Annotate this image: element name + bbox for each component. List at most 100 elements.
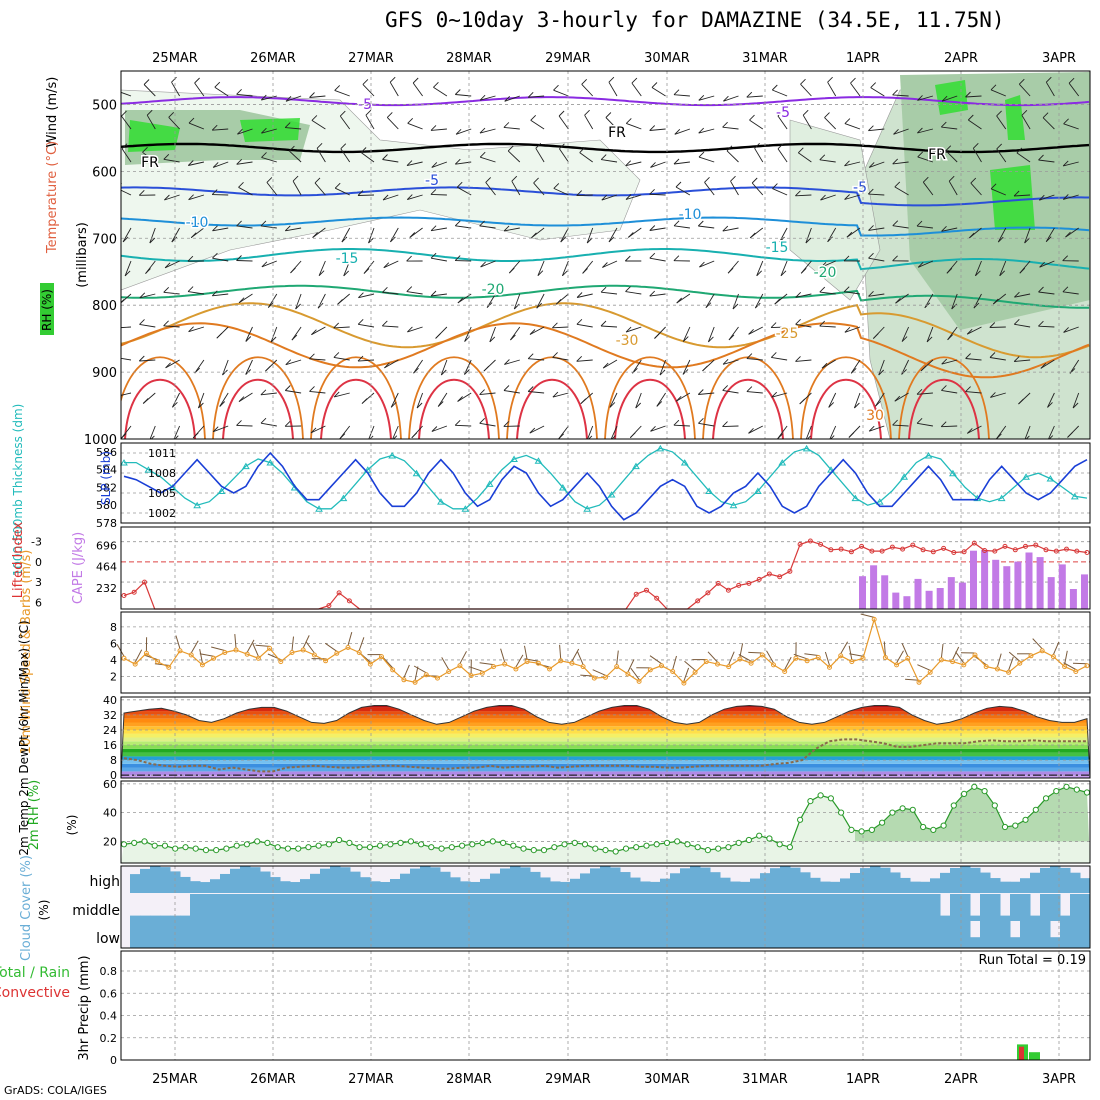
li-point bbox=[705, 590, 711, 596]
wind-barb bbox=[1038, 159, 1055, 163]
thickness-tick: 582 bbox=[96, 481, 117, 494]
wind-barb-flag bbox=[1018, 78, 1025, 85]
wind-barb-flag bbox=[972, 142, 979, 149]
wind-barb-flag bbox=[771, 84, 778, 91]
wind-barb bbox=[289, 150, 302, 163]
wind-barb-10m bbox=[793, 653, 808, 660]
li-point bbox=[121, 593, 127, 598]
wind-barb bbox=[529, 425, 545, 434]
wind-speed-point bbox=[983, 664, 989, 670]
wind-barb-flag bbox=[746, 91, 753, 98]
wind-barb-flag bbox=[149, 237, 156, 244]
wind-barb-flag bbox=[527, 386, 534, 392]
wind-barb-flag bbox=[756, 270, 763, 277]
wind-barb-flag bbox=[698, 127, 705, 134]
wind-barb bbox=[868, 193, 885, 196]
wind-barb-flag bbox=[1013, 190, 1020, 197]
wind-barb bbox=[146, 114, 156, 130]
wind-barb-flag bbox=[990, 84, 997, 91]
temp-band bbox=[121, 711, 1090, 715]
cloud-mid-bar bbox=[220, 894, 231, 921]
wind-barb bbox=[868, 293, 885, 297]
rh2m-point bbox=[797, 816, 804, 823]
rh-tick: 40 bbox=[103, 807, 117, 820]
thickness-point bbox=[753, 487, 762, 494]
wind-barb-flag bbox=[382, 286, 388, 293]
cloud-mid-bar bbox=[770, 894, 781, 921]
li-point bbox=[982, 548, 988, 553]
wind-barb-flag bbox=[340, 143, 347, 150]
thickness-point bbox=[583, 505, 592, 512]
cloud-mid-bar bbox=[790, 894, 801, 921]
wind-barb-flag bbox=[464, 369, 470, 375]
wind-barb bbox=[819, 291, 836, 295]
top-date-label: 30MAR bbox=[644, 51, 690, 66]
cloud-mid-bar bbox=[300, 894, 311, 921]
wind-barb bbox=[577, 293, 593, 298]
wind-speed-point bbox=[345, 645, 351, 650]
slp-tick: 1008 bbox=[148, 467, 176, 480]
wind-barb-flag bbox=[171, 236, 178, 243]
wind-barb bbox=[965, 358, 982, 361]
cloud-high-bar bbox=[590, 868, 601, 893]
cape-bar bbox=[958, 582, 966, 609]
slp-tick: 1002 bbox=[148, 507, 176, 520]
cloud-mid-bar bbox=[480, 894, 491, 921]
li-point bbox=[951, 550, 957, 555]
cloud-high-bar bbox=[450, 877, 461, 893]
wind-barb-flag bbox=[708, 336, 714, 343]
wind-barb-flag bbox=[1063, 327, 1069, 333]
cape-bar bbox=[1058, 564, 1066, 609]
cloud-high-bar bbox=[760, 873, 771, 893]
wind-barb-flag bbox=[284, 122, 291, 128]
wind-barb bbox=[798, 152, 812, 163]
cloud-high-bar bbox=[1060, 867, 1071, 893]
wind-barb bbox=[777, 148, 788, 163]
cloud-mid-bar bbox=[370, 894, 381, 921]
wind-barb bbox=[431, 227, 447, 232]
wind-barb bbox=[430, 293, 447, 297]
cloud-high-bar bbox=[720, 877, 731, 893]
cape-bar bbox=[1003, 566, 1011, 609]
wind-barb-flag bbox=[382, 194, 389, 201]
rh2m-point bbox=[776, 841, 783, 848]
isotherm-label: -30 bbox=[616, 333, 639, 349]
rh-shading-high bbox=[240, 118, 300, 142]
cloud-high-bar bbox=[630, 877, 641, 893]
wind-speed-point bbox=[300, 647, 306, 653]
cloud-mid-bar bbox=[280, 894, 291, 921]
wind-barb-flag bbox=[916, 220, 923, 227]
li-point bbox=[1074, 548, 1080, 554]
wind-barb bbox=[479, 422, 496, 427]
thickness-point bbox=[144, 466, 153, 473]
wind-barb-10m bbox=[211, 646, 225, 651]
cloud-mid-bar bbox=[970, 915, 981, 921]
wind-barb-flag bbox=[843, 286, 850, 293]
wind-barb-flag bbox=[649, 225, 656, 231]
wind-barb bbox=[238, 293, 253, 304]
wind-barb bbox=[455, 225, 472, 229]
wind-barb bbox=[142, 151, 156, 163]
rh-shading-high bbox=[990, 165, 1035, 230]
cloud-high-bar bbox=[1040, 867, 1051, 893]
wind-barb bbox=[576, 323, 593, 328]
cloud-low-bar bbox=[800, 921, 811, 948]
wind-barb bbox=[485, 182, 496, 196]
wind-barb-10m bbox=[940, 643, 944, 658]
wind-barb-flag bbox=[309, 386, 315, 392]
cloud-low-bar bbox=[440, 921, 451, 948]
wind-barb-flag bbox=[260, 220, 267, 227]
rh2m-point bbox=[961, 790, 968, 798]
wind-barb-flag bbox=[1062, 160, 1069, 167]
cloud-low-bar bbox=[840, 921, 851, 948]
wind-speed-point bbox=[289, 650, 295, 655]
bottom-date-label: 3APR bbox=[1042, 1072, 1076, 1087]
wind-barb-flag bbox=[290, 267, 296, 274]
wind-barb bbox=[941, 227, 958, 232]
cloud-mid-bar bbox=[670, 894, 681, 921]
li-point bbox=[1012, 547, 1018, 553]
wind-barb-flag bbox=[576, 292, 583, 298]
cloud-low-bar bbox=[220, 921, 231, 948]
cloud-mid-bar bbox=[340, 894, 351, 921]
bottom-date-label: 28MAR bbox=[446, 1072, 492, 1087]
